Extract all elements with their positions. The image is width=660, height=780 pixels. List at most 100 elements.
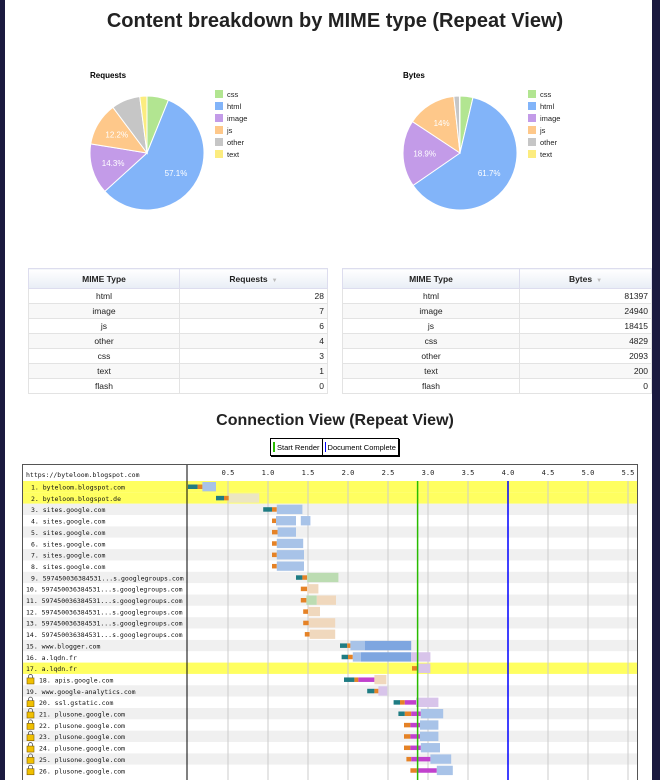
page: Content breakdown by MIME type (Repeat V… bbox=[5, 0, 652, 780]
bar-image bbox=[417, 663, 431, 673]
bar-html bbox=[202, 482, 216, 492]
bar-js bbox=[307, 584, 319, 594]
data-label-html: 57.1% bbox=[165, 169, 188, 178]
column-header-mime-type[interactable]: MIME Type bbox=[28, 268, 180, 289]
legend-swatch-text bbox=[528, 150, 536, 158]
scale-tick-label: 2.5 bbox=[382, 469, 395, 477]
lock-icon bbox=[26, 677, 35, 685]
bar-connect bbox=[272, 541, 277, 546]
legend-swatch-css bbox=[215, 90, 223, 98]
waterfall-row-bg bbox=[22, 662, 638, 674]
lock-shackle bbox=[28, 742, 33, 747]
requests-pie-chart: Requests css 57.1% html 14.3% image 12.2% js oth… bbox=[89, 71, 247, 211]
value-cell: 6 bbox=[179, 318, 328, 334]
scale-tick-label: 4.5 bbox=[542, 469, 555, 477]
bytes-table: MIME Type Bytes ▼ html 81397 image 24940 js 18… bbox=[342, 268, 652, 394]
pie-slice-text bbox=[458, 95, 461, 154]
mime-type-cell: html bbox=[342, 288, 520, 304]
mime-type-cell: image bbox=[342, 303, 520, 319]
mime-type-cell: js bbox=[28, 318, 180, 334]
bar-js bbox=[374, 674, 387, 685]
sort-arrow-icon: ▼ bbox=[271, 277, 278, 284]
bar-ssl bbox=[404, 700, 416, 705]
value-cell: 1 bbox=[179, 363, 328, 379]
waterfall-row-bg bbox=[22, 673, 638, 686]
bar-connect bbox=[348, 654, 353, 660]
request-label: 5. sites.google.com bbox=[31, 529, 105, 537]
legend-swatch-other bbox=[215, 138, 223, 146]
legend-swatch-html bbox=[528, 102, 536, 110]
page-url: https://byteloom.blogspot.com bbox=[26, 471, 140, 479]
legend-label-text: text bbox=[540, 150, 553, 159]
lock-icon bbox=[26, 768, 35, 776]
request-label: 6. sites.google.com bbox=[31, 540, 105, 548]
bar-image bbox=[378, 686, 388, 696]
bar-connect bbox=[303, 609, 308, 614]
bar-ssl bbox=[410, 722, 420, 728]
legend-label-css: css bbox=[227, 90, 239, 99]
bar-html bbox=[350, 640, 365, 651]
bar-connect bbox=[303, 620, 309, 626]
lock-icon bbox=[26, 745, 35, 753]
request-label: 4. sites.google.com bbox=[31, 518, 105, 526]
value-cell: 7 bbox=[179, 303, 328, 319]
request-label: 1. byteloom.blogspot.com bbox=[31, 484, 125, 492]
legend-label-text: text bbox=[227, 150, 240, 159]
mime-type-cell: flash bbox=[28, 378, 180, 394]
waterfall-row-bg bbox=[22, 537, 638, 550]
bar-image bbox=[411, 652, 431, 662]
column-header-bytes[interactable]: Bytes ▼ bbox=[519, 268, 652, 289]
table-row: image 7 bbox=[28, 303, 328, 319]
bar-connect bbox=[400, 700, 405, 705]
bar-html bbox=[420, 743, 440, 753]
table-row: flash 0 bbox=[342, 378, 652, 394]
bar-html bbox=[277, 527, 296, 537]
bar-dns bbox=[341, 654, 348, 660]
legend-label-other: other bbox=[227, 138, 245, 147]
bar-html bbox=[276, 561, 304, 571]
legend-swatch-other bbox=[528, 138, 536, 146]
scale-tick-label: 5.5 bbox=[622, 469, 635, 477]
mime-type-cell: other bbox=[28, 333, 180, 349]
legend-label-html: html bbox=[227, 102, 242, 111]
request-label: 20. ssl.gstatic.com bbox=[39, 699, 113, 707]
request-label: 17. a.lqdn.fr bbox=[26, 665, 77, 673]
column-header-mime-type[interactable]: MIME Type bbox=[342, 268, 520, 289]
pie-slice-image bbox=[89, 143, 149, 193]
waterfall-row-bg bbox=[22, 753, 638, 765]
bar-js bbox=[309, 629, 336, 639]
legend-label-image: image bbox=[540, 114, 560, 123]
value-cell: 3 bbox=[179, 348, 328, 364]
bar-dns bbox=[263, 507, 272, 512]
bar-html bbox=[420, 709, 444, 719]
legend-label-js: js bbox=[226, 126, 233, 135]
column-header-requests[interactable]: Requests ▼ bbox=[179, 268, 328, 289]
value-cell: 2093 bbox=[519, 348, 652, 364]
scale-tick-label: 2.0 bbox=[342, 469, 355, 477]
bar-connect bbox=[412, 666, 418, 671]
lock-shackle bbox=[28, 696, 33, 701]
waterfall-row-bg bbox=[22, 742, 638, 754]
bar-ssl bbox=[410, 734, 420, 739]
bar-connect bbox=[410, 768, 417, 773]
document-complete-marker-icon bbox=[324, 442, 326, 452]
request-label: 19. www.google-analytics.com bbox=[26, 688, 136, 696]
bar-html bbox=[436, 765, 453, 776]
table-row: other 4 bbox=[28, 333, 328, 349]
waterfall-row-bg bbox=[22, 639, 638, 652]
bar-connect bbox=[406, 756, 412, 762]
legend-label-image: image bbox=[227, 114, 247, 123]
legend-label: Document Complete bbox=[327, 442, 396, 452]
bar-connect bbox=[404, 734, 411, 739]
bar-html bbox=[276, 550, 304, 560]
table-row: text 1 bbox=[28, 363, 328, 379]
bar-ssl bbox=[358, 677, 375, 682]
value-cell: 18415 bbox=[519, 318, 652, 334]
value-cell: 4829 bbox=[519, 333, 652, 349]
request-label: 21. plusone.google.com bbox=[39, 711, 125, 719]
waterfall-row-bg bbox=[22, 526, 638, 538]
table-row: js 6 bbox=[28, 318, 328, 334]
bar-connect bbox=[272, 552, 277, 558]
waterfall-row-bg bbox=[22, 685, 638, 697]
connection-view-title: Connection View (Repeat View) bbox=[216, 412, 454, 429]
